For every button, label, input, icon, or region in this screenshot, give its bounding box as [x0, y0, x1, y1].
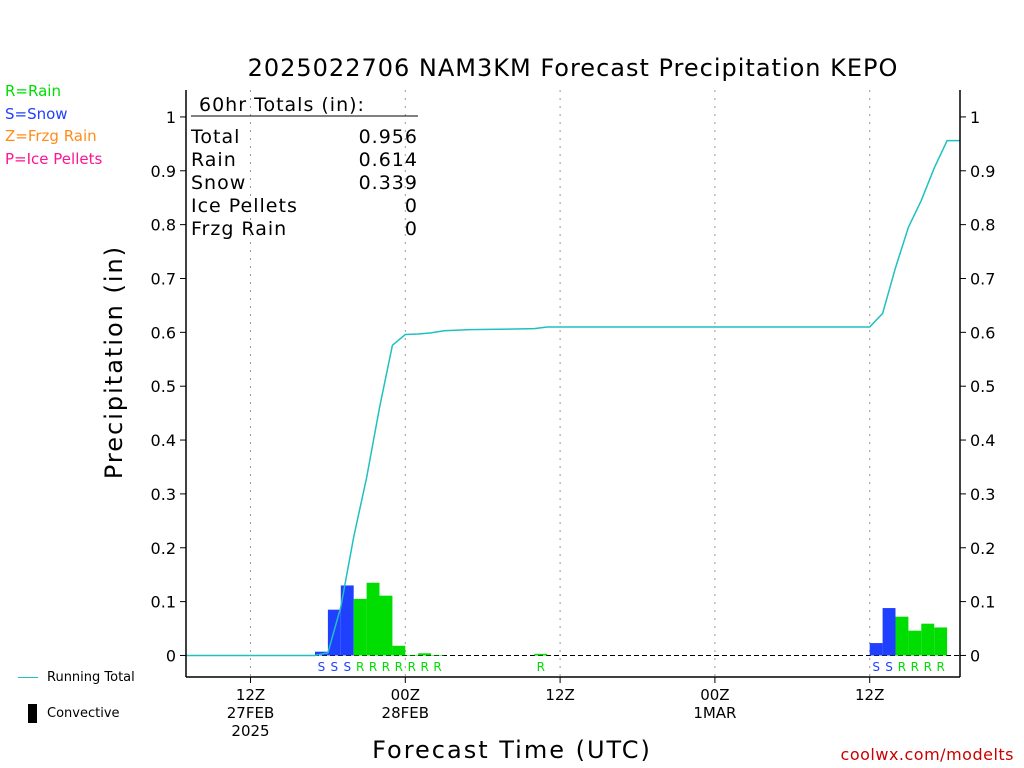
- y-tick-label-right: 0.9: [970, 162, 995, 181]
- y-tick-label-left: 0.1: [151, 593, 176, 612]
- y-tick-label-left: 0: [166, 646, 176, 665]
- watermark: coolwx.com/modelts: [840, 745, 1014, 764]
- precip-type-label: R: [395, 660, 403, 674]
- y-tick-label-left: 0.6: [151, 323, 176, 342]
- precip-type-label: R: [356, 660, 364, 674]
- precip-type-label: R: [433, 660, 441, 674]
- precip-type-label: R: [420, 660, 428, 674]
- x-tick-label: 27FEB: [227, 704, 274, 722]
- tick-labels: 0 00.1 0.10.2 0.20.3 0.30.4 0.40.5 0.50.6 0.60.…: [151, 108, 996, 740]
- totals-row-label: Ice Pellets: [191, 195, 298, 217]
- x-tick-label: 12Z: [236, 686, 265, 704]
- precip-bar: [392, 645, 406, 656]
- precip-type-label: R: [382, 660, 390, 674]
- convective-legend-label: Convective: [47, 706, 120, 721]
- totals-row-value: 0.614: [359, 149, 418, 171]
- running-total-legend-label: Running Total: [47, 670, 135, 685]
- y-tick-label-left: 0.8: [151, 216, 176, 235]
- totals-row-value: 0: [405, 195, 418, 217]
- precip-bar: [869, 643, 883, 656]
- precip-type-label: S: [885, 660, 893, 674]
- precip-type-label: R: [936, 660, 944, 674]
- legend-ice-pellets: P=Ice Pellets: [5, 150, 103, 168]
- y-tick-label-right: 0.1: [970, 593, 995, 612]
- y-axis-label: Precipitation (in): [100, 245, 128, 479]
- legend-snow: S=Snow: [5, 105, 68, 123]
- y-tick-label-right: 0.8: [970, 216, 995, 235]
- precip-type-label: S: [318, 660, 326, 674]
- convective-legend-swatch: [28, 704, 37, 723]
- x-tick-label: 28FEB: [382, 704, 429, 722]
- totals-row-label: Rain: [191, 149, 237, 171]
- y-tick-label-left: 0.9: [151, 162, 176, 181]
- totals-row-value: 0: [405, 218, 418, 240]
- precip-bar: [379, 595, 393, 656]
- x-tick-label: 12Z: [855, 686, 884, 704]
- precip-bar: [405, 654, 419, 656]
- x-tick-label: 00Z: [700, 686, 729, 704]
- y-tick-label-left: 0.7: [151, 269, 176, 288]
- running-total-layer: [186, 139, 960, 657]
- precip-type-label: S: [331, 660, 339, 674]
- precip-bar: [366, 582, 380, 656]
- x-tick-label: 1MAR: [693, 704, 736, 722]
- x-axis-label: Forecast Time (UTC): [372, 736, 652, 764]
- precip-bar: [340, 585, 354, 656]
- precip-type-label: R: [924, 660, 932, 674]
- precip-type-label: S: [872, 660, 880, 674]
- precip-bar: [921, 623, 935, 656]
- x-tick-label: 12Z: [545, 686, 574, 704]
- y-tick-label-left: 0.2: [151, 539, 176, 558]
- totals-box-header: 60hr Totals (in):: [199, 94, 365, 116]
- precip-bar: [353, 598, 367, 656]
- y-tick-label-left: 0.3: [151, 485, 176, 504]
- totals-box: 60hr Totals (in): Total 0.956 Rain 0.614 Snow…: [190, 94, 418, 240]
- axes: [180, 90, 966, 683]
- precip-bar: [895, 616, 909, 656]
- precip-bar: [882, 608, 896, 656]
- chart-title: 2025022706 NAM3KM Forecast Precipitation…: [248, 54, 899, 82]
- totals-row-value: 0.956: [359, 126, 418, 148]
- precip-bar: [908, 630, 922, 656]
- x-tick-label: 2025: [231, 722, 269, 740]
- totals-row-label: Total: [190, 126, 240, 148]
- y-tick-label-right: 0.2: [970, 539, 995, 558]
- grid-lines: [186, 90, 960, 677]
- precip-type-label: R: [537, 660, 545, 674]
- x-tick-label: 00Z: [391, 686, 420, 704]
- precip-bar: [934, 627, 948, 656]
- precip-bar: [534, 653, 548, 656]
- totals-row-label: Snow: [191, 172, 246, 194]
- precip-bar: [431, 654, 444, 656]
- running-total-line: [186, 139, 960, 657]
- y-tick-label-right: 1: [970, 108, 980, 127]
- y-tick-label-right: 0.3: [970, 485, 995, 504]
- y-tick-label-right: 0.7: [970, 269, 995, 288]
- y-tick-label-right: 0: [970, 646, 980, 665]
- y-tick-label-left: 0.4: [151, 431, 176, 450]
- precip-bar: [418, 653, 432, 656]
- legend-freezing-rain: Z=Frzg Rain: [5, 127, 97, 145]
- precip-type-label: R: [911, 660, 919, 674]
- precip-type-label: R: [408, 660, 416, 674]
- totals-row-label: Frzg Rain: [191, 218, 287, 240]
- y-tick-label-right: 0.5: [970, 377, 995, 396]
- totals-row-value: 0.339: [359, 172, 418, 194]
- y-tick-label-left: 0.5: [151, 377, 176, 396]
- precip-type-label: S: [343, 660, 351, 674]
- y-tick-label-left: 1: [166, 108, 176, 127]
- y-tick-label-right: 0.6: [970, 323, 995, 342]
- running-total-legend-swatch: [18, 677, 38, 678]
- y-tick-label-right: 0.4: [970, 431, 995, 450]
- legend-rain: R=Rain: [5, 82, 61, 100]
- precip-type-label: R: [898, 660, 906, 674]
- precip-type-label: R: [369, 660, 377, 674]
